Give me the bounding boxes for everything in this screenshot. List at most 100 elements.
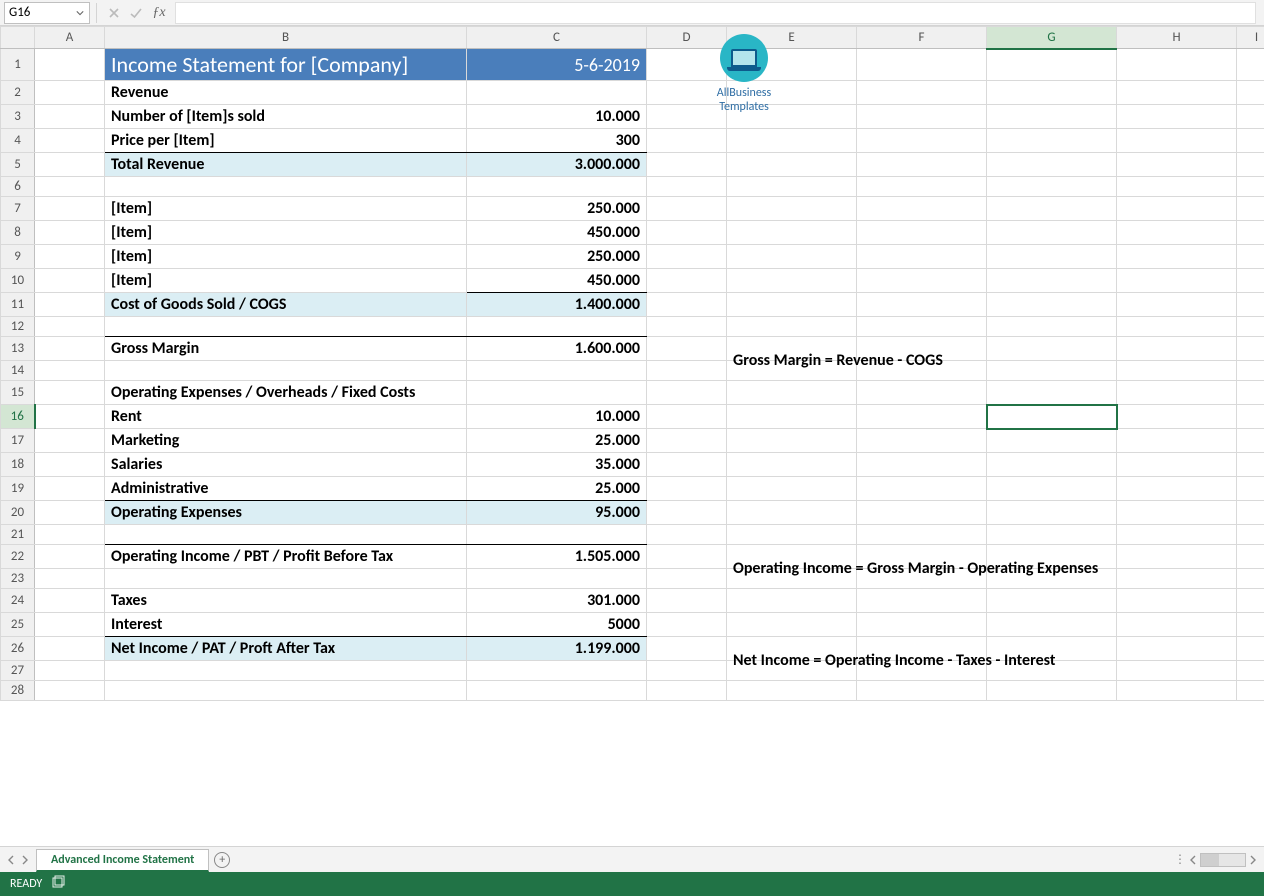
cell-C22[interactable]: 1.505.000 <box>467 545 647 569</box>
cell-B21[interactable] <box>105 525 467 545</box>
cell-G25[interactable] <box>987 613 1117 637</box>
tab-nav-buttons[interactable] <box>0 847 36 872</box>
cell-I21[interactable] <box>1237 525 1264 545</box>
cell-H11[interactable] <box>1117 293 1237 317</box>
cell-H1[interactable] <box>1117 49 1237 81</box>
cell-D13[interactable] <box>647 337 727 361</box>
cell-B1[interactable]: Income Statement for [Company] <box>105 49 467 81</box>
cell-G18[interactable] <box>987 453 1117 477</box>
cell-D12[interactable] <box>647 317 727 337</box>
cell-C3[interactable]: 10.000 <box>467 105 647 129</box>
cell-A3[interactable] <box>35 105 105 129</box>
row-header-10[interactable]: 10 <box>1 269 35 293</box>
cell-A4[interactable] <box>35 129 105 153</box>
cell-I8[interactable] <box>1237 221 1264 245</box>
row-header-12[interactable]: 12 <box>1 317 35 337</box>
cell-G24[interactable] <box>987 589 1117 613</box>
cell-H17[interactable] <box>1117 429 1237 453</box>
cell-A6[interactable] <box>35 177 105 197</box>
cell-A7[interactable] <box>35 197 105 221</box>
cell-A9[interactable] <box>35 245 105 269</box>
cell-G7[interactable] <box>987 197 1117 221</box>
cell-E17[interactable] <box>727 429 857 453</box>
cell-C12[interactable] <box>467 317 647 337</box>
cell-I6[interactable] <box>1237 177 1264 197</box>
cell-F4[interactable] <box>857 129 987 153</box>
cell-D28[interactable] <box>647 681 727 701</box>
cell-E10[interactable] <box>727 269 857 293</box>
cell-G28[interactable] <box>987 681 1117 701</box>
col-header-I[interactable]: I <box>1237 27 1264 49</box>
cell-D14[interactable] <box>647 361 727 381</box>
cell-C4[interactable]: 300 <box>467 129 647 153</box>
cell-D16[interactable] <box>647 405 727 429</box>
cell-A11[interactable] <box>35 293 105 317</box>
cell-G19[interactable] <box>987 477 1117 501</box>
cell-E20[interactable] <box>727 501 857 525</box>
cell-A15[interactable] <box>35 381 105 405</box>
cell-H3[interactable] <box>1117 105 1237 129</box>
cell-A5[interactable] <box>35 153 105 177</box>
cell-B15[interactable]: Operating Expenses / Overheads / Fixed C… <box>105 381 467 405</box>
cell-A18[interactable] <box>35 453 105 477</box>
cell-D17[interactable] <box>647 429 727 453</box>
cell-B26[interactable]: Net Income / PAT / Proft After Tax <box>105 637 467 661</box>
formula-input[interactable] <box>175 2 1256 24</box>
cell-A24[interactable] <box>35 589 105 613</box>
cell-F7[interactable] <box>857 197 987 221</box>
row-header-8[interactable]: 8 <box>1 221 35 245</box>
cell-H15[interactable] <box>1117 381 1237 405</box>
cell-A28[interactable] <box>35 681 105 701</box>
cell-B4[interactable]: Price per [Item] <box>105 129 467 153</box>
cell-I20[interactable] <box>1237 501 1264 525</box>
col-header-G[interactable]: G <box>987 27 1117 49</box>
cell-B16[interactable]: Rent <box>105 405 467 429</box>
cell-B3[interactable]: Number of [Item]s sold <box>105 105 467 129</box>
cell-B7[interactable]: [Item] <box>105 197 467 221</box>
cell-B10[interactable]: [Item] <box>105 269 467 293</box>
row-header-20[interactable]: 20 <box>1 501 35 525</box>
cell-B13[interactable]: Gross Margin <box>105 337 467 361</box>
cell-I7[interactable] <box>1237 197 1264 221</box>
cell-A20[interactable] <box>35 501 105 525</box>
row-header-17[interactable]: 17 <box>1 429 35 453</box>
cell-E11[interactable] <box>727 293 857 317</box>
cell-I17[interactable] <box>1237 429 1264 453</box>
row-header-24[interactable]: 24 <box>1 589 35 613</box>
cell-F1[interactable] <box>857 49 987 81</box>
cell-G16[interactable] <box>987 405 1117 429</box>
cell-I9[interactable] <box>1237 245 1264 269</box>
cell-F16[interactable] <box>857 405 987 429</box>
row-header-3[interactable]: 3 <box>1 105 35 129</box>
cell-B14[interactable] <box>105 361 467 381</box>
cell-F24[interactable] <box>857 589 987 613</box>
cell-G9[interactable] <box>987 245 1117 269</box>
cell-D24[interactable] <box>647 589 727 613</box>
cell-E21[interactable] <box>727 525 857 545</box>
cell-C20[interactable]: 95.000 <box>467 501 647 525</box>
cell-B5[interactable]: Total Revenue <box>105 153 467 177</box>
cell-F15[interactable] <box>857 381 987 405</box>
cell-H9[interactable] <box>1117 245 1237 269</box>
cell-B2[interactable]: Revenue <box>105 81 467 105</box>
cell-C21[interactable] <box>467 525 647 545</box>
cell-G11[interactable] <box>987 293 1117 317</box>
hscroll-controls[interactable]: ⋮ <box>1168 847 1264 872</box>
row-header-15[interactable]: 15 <box>1 381 35 405</box>
cell-F2[interactable] <box>857 81 987 105</box>
cell-H5[interactable] <box>1117 153 1237 177</box>
cell-B22[interactable]: Operating Income / PBT / Profit Before T… <box>105 545 467 569</box>
cell-I3[interactable] <box>1237 105 1264 129</box>
cell-H16[interactable] <box>1117 405 1237 429</box>
cell-C6[interactable] <box>467 177 647 197</box>
cell-C5[interactable]: 3.000.000 <box>467 153 647 177</box>
cell-D10[interactable] <box>647 269 727 293</box>
row-header-26[interactable]: 26 <box>1 637 35 661</box>
cell-C11[interactable]: 1.400.000 <box>467 293 647 317</box>
cell-C27[interactable] <box>467 661 647 681</box>
cell-D7[interactable] <box>647 197 727 221</box>
cell-D15[interactable] <box>647 381 727 405</box>
cell-D6[interactable] <box>647 177 727 197</box>
cell-C23[interactable] <box>467 569 647 589</box>
cell-D22[interactable] <box>647 545 727 569</box>
